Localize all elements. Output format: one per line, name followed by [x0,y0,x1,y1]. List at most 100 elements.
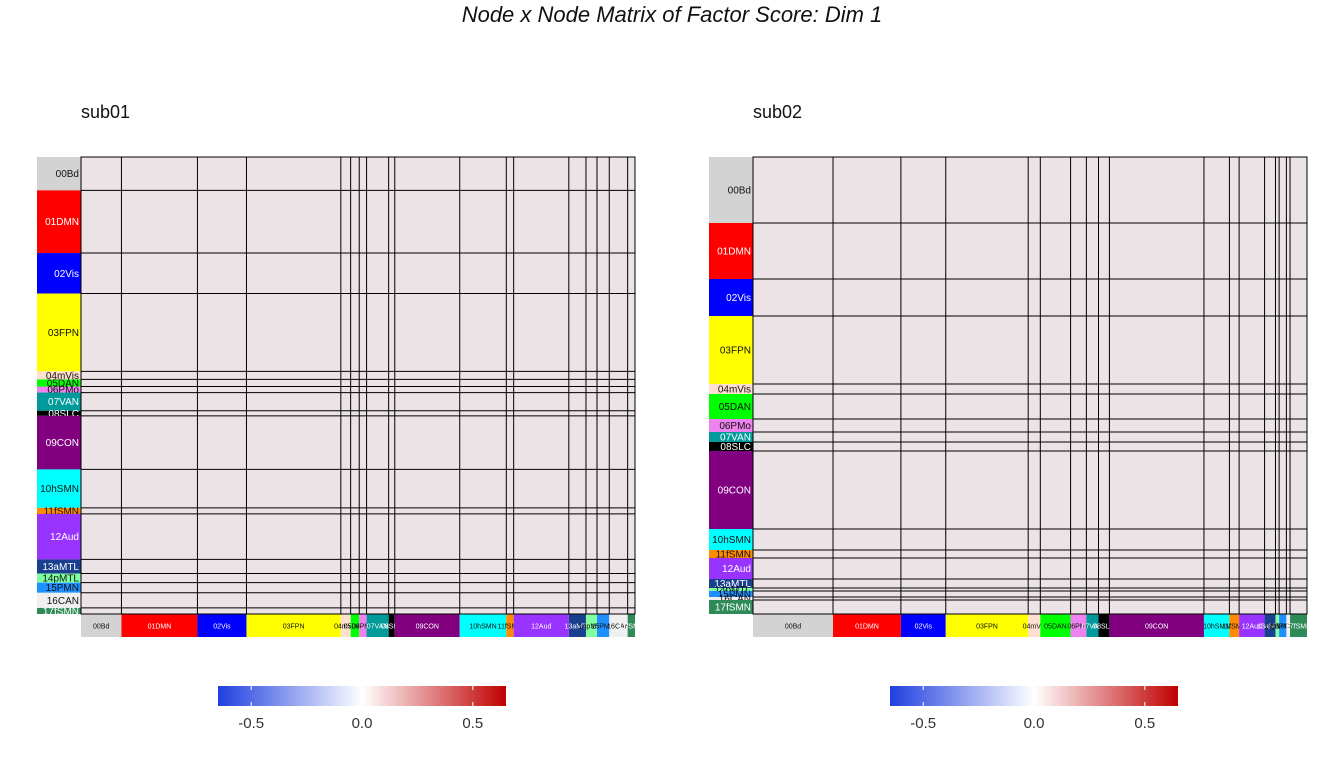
col-label: 10hSMN [1203,624,1230,631]
col-label: 01DMN [148,624,172,631]
row-band-11fSMN [37,507,81,514]
col-band-01DMN [833,614,901,637]
col-label: 05DAN [344,624,367,631]
colorbar-tick-label: -0.5 [238,715,264,732]
col-label: 04mVis [1023,624,1047,631]
col-band-13aMTL [1264,614,1276,637]
panel-title-sub01: sub01 [81,102,131,122]
row-band-00Bd [37,157,81,191]
row-band-15PMN [37,582,81,593]
col-band-12Aud [1239,614,1265,637]
colorbar-tick-label: 0.0 [1024,715,1045,732]
col-label: 04mVis [334,624,358,631]
heatmap-cells [753,157,1307,614]
row-label: 13aMTL [42,562,79,573]
col-band-02Vis [900,614,946,637]
row-label: 12Aud [722,564,751,575]
row-label: 11fSMN [716,550,751,561]
row-label: 10hSMN [712,535,751,546]
col-label: 12Aud [531,624,551,631]
col-label: 16CAN [607,624,630,631]
row-band-09CON [37,415,81,470]
row-band-06PMo [709,419,753,432]
col-label: 17fSMN [1286,624,1311,631]
row-band-08SLC [709,442,753,451]
col-label: 14pMTL [579,624,605,631]
col-band-03FPN [246,614,341,637]
col-band-17fSMN [1290,614,1307,637]
col-band-16CAN [1286,614,1291,637]
col-band-14pMTL [585,614,598,637]
matrix-border [80,156,636,615]
row-band-00Bd [709,157,753,223]
row-label: 09CON [718,486,751,497]
col-label: 02Vis [213,624,231,631]
col-band-13aMTL [568,614,586,637]
col-label: 11fSMN [498,624,523,631]
row-band-16CAN [37,592,81,608]
col-label: 15PMN [591,624,614,631]
heatmap-panel-sub02: 00Bd 00Bd 01DMN 01DMN 02Vis 02Vis 03FPN 03FPN 04… [709,156,1311,732]
row-label: 06PMo [719,421,751,432]
row-label: 01DMN [45,217,79,228]
col-band-01DMN [121,614,198,637]
row-label: 01DMN [717,247,751,258]
col-label: 06PMo [352,624,374,631]
row-band-05DAN [709,394,753,419]
col-label: 03FPN [283,624,305,631]
row-band-07VAN [709,432,753,442]
col-band-04mVis [340,614,351,637]
row-band-09CON [709,451,753,529]
col-band-05DAN [350,614,360,637]
col-label: 12Aud [1242,624,1262,631]
row-label: 04mVis [46,371,79,382]
row-band-02Vis [709,279,753,316]
col-label: 08SLC [1093,624,1114,631]
col-band-10hSMN [1203,614,1230,637]
colorbar-tick-label: -0.5 [910,715,936,732]
row-label: 14pMTL [42,574,79,585]
colorbar-tick-label: 0.0 [352,715,373,732]
panel-title-sub02: sub02 [753,102,803,122]
row-label: 00Bd [56,169,79,180]
col-band-10hSMN [459,614,507,637]
chart-title: Node x Node Matrix of Factor Score: Dim … [461,2,883,27]
row-band-12Aud [37,513,81,560]
col-band-00Bd [81,614,122,637]
row-label: 03FPN [48,328,79,339]
row-label: 05DAN [719,402,751,413]
row-label: 16CAN [719,594,751,605]
col-band-15PMN [597,614,610,637]
row-band-02Vis [37,253,81,294]
col-band-17fSMN [627,614,635,637]
col-label: 10hSMN [469,624,496,631]
row-label: 17fSMN [715,603,751,614]
col-band-09CON [1109,614,1204,637]
col-band-15PMN [1279,614,1287,637]
row-band-14pMTL [709,588,753,591]
row-band-06PMo [37,386,81,393]
row-label: 17fSMN [43,606,79,617]
col-label: 00Bd [785,624,801,631]
row-band-07VAN [37,392,81,411]
col-label: 17fSMN [619,624,644,631]
row-band-01DMN [37,190,81,254]
col-band-16CAN [609,614,628,637]
col-label: 09CON [1145,624,1168,631]
row-label: 13aMTL [714,579,751,590]
col-label: 06PMo [1067,624,1089,631]
col-label: 02Vis [915,624,933,631]
row-label: 02Vis [726,293,751,304]
row-label: 00Bd [728,186,751,197]
col-band-08SLC [388,614,395,637]
row-band-13aMTL [37,559,81,574]
col-band-07VAN [1086,614,1099,637]
row-band-08SLC [37,410,81,416]
row-band-11fSMN [709,550,753,558]
colorbar [890,686,1178,706]
row-band-14pMTL [37,573,81,583]
row-band-03FPN [709,316,753,384]
row-label: 09CON [46,438,79,449]
col-band-11fSMN [506,614,514,637]
